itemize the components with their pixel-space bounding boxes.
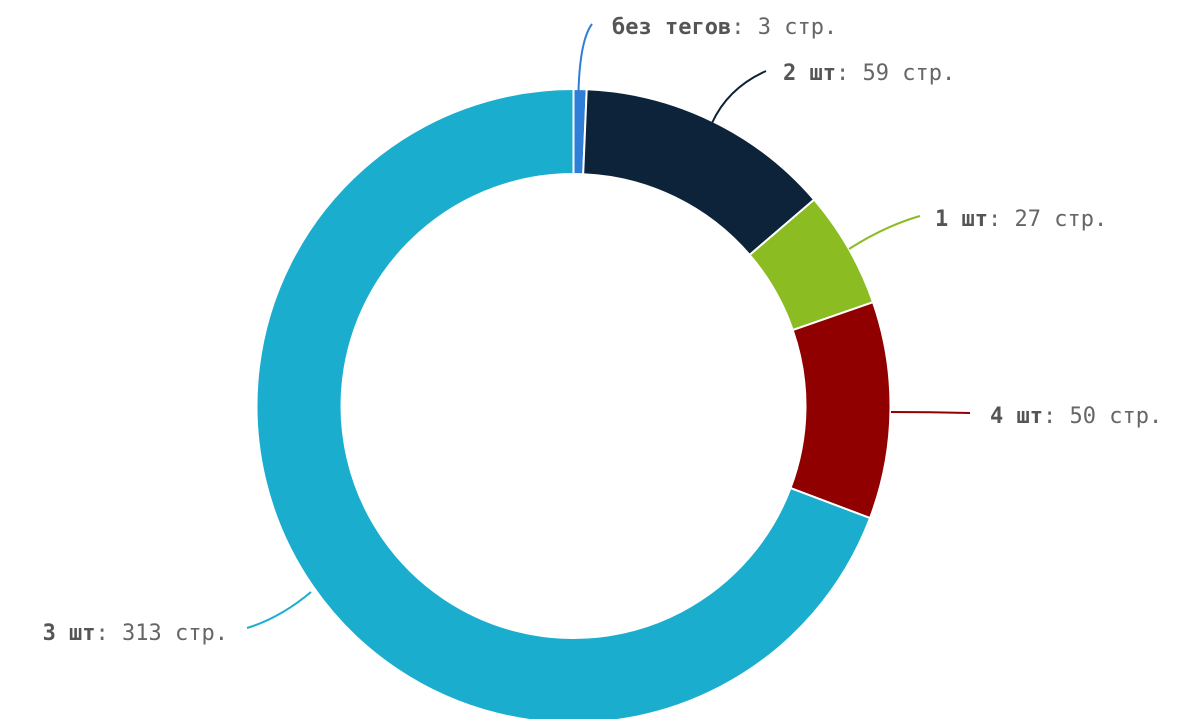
data-label-name-1: 2 шт [783, 61, 836, 86]
data-label-value-1: : 59 стр. [836, 61, 955, 86]
data-label-2: 1 шт: 27 стр. [935, 207, 1107, 232]
data-label-value-2: : 27 стр. [988, 207, 1107, 232]
data-label-value-0: : 3 стр. [731, 15, 837, 40]
data-label-connector-4 [246, 591, 312, 629]
data-label-value-4: : 313 стр. [96, 621, 228, 646]
data-label-connector-0 [577, 23, 593, 92]
data-label-connector-2 [848, 215, 921, 250]
data-label-connector-1 [711, 70, 767, 124]
data-label-3: 4 шт: 50 стр. [990, 404, 1162, 429]
data-label-name-3: 4 шт [990, 404, 1043, 429]
data-label-1: 2 шт: 59 стр. [783, 61, 955, 86]
data-label-0: без тегов: 3 стр. [612, 15, 837, 40]
labels-layer: без тегов: 3 стр. 2 шт: 59 стр. 1 шт: 27 с… [43, 15, 1163, 646]
slices-layer [255, 88, 892, 724]
data-label-value-3: : 50 стр. [1043, 404, 1162, 429]
pie-slice-3[interactable] [789, 301, 892, 520]
data-label-name-4: 3 шт [43, 621, 96, 646]
data-label-connector-3 [890, 411, 971, 414]
data-label-name-0: без тегов [612, 15, 731, 40]
data-label-name-2: 1 шт [935, 207, 988, 232]
data-label-4: 3 шт: 313 стр. [43, 621, 228, 646]
connectors-layer [246, 23, 971, 629]
